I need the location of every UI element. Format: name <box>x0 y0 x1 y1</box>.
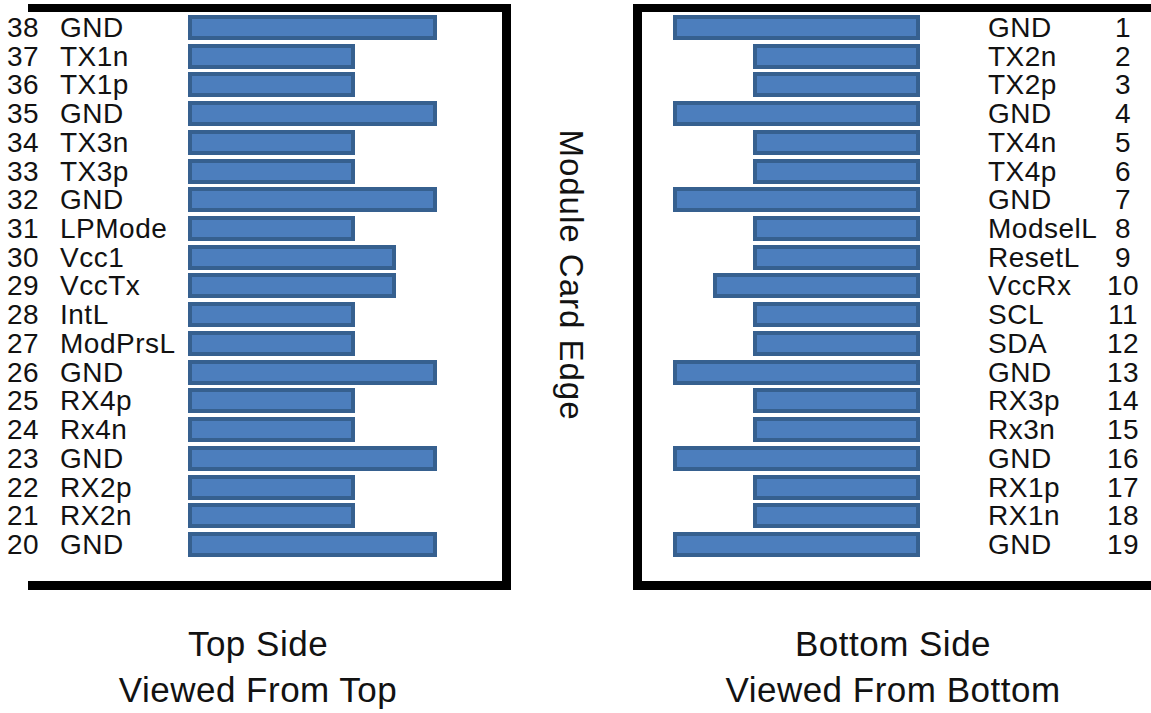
pin-contact-bar <box>753 130 920 155</box>
pin-contact-bar <box>673 360 920 385</box>
pin-contact-bar <box>753 159 920 184</box>
pin-contact-bar <box>753 417 920 442</box>
pin-number: 4 <box>1100 101 1146 126</box>
pin-label: TX2p <box>988 72 1057 97</box>
pin-label: GND <box>988 187 1052 212</box>
pin-label: TX4n <box>988 130 1057 155</box>
pin-contact-bar <box>713 273 920 298</box>
pin-contact-bar <box>753 302 920 327</box>
pin-label: Rx3n <box>988 417 1055 442</box>
module-card-edge-label: Module Card Edge <box>552 129 590 420</box>
pin-number: 16 <box>1100 446 1146 471</box>
pin-label: SDA <box>988 331 1047 356</box>
pin-label: GND <box>988 446 1052 471</box>
pin-label: RX3p <box>988 388 1060 413</box>
pin-row: RX1n 18 <box>0 503 1151 528</box>
pin-number: 1 <box>1100 15 1146 40</box>
top-side-caption-line2: Viewed From Top <box>119 667 398 713</box>
pin-row: TX2n 2 <box>0 44 1151 69</box>
pin-number: 2 <box>1100 44 1146 69</box>
pin-label: GND <box>988 360 1052 385</box>
top-side-caption-line1: Top Side <box>119 621 398 667</box>
pin-label: GND <box>988 15 1052 40</box>
pin-number: 13 <box>1100 360 1146 385</box>
pin-row: RX1p 17 <box>0 475 1151 500</box>
pin-contact-bar <box>673 187 920 212</box>
pin-label: RX1p <box>988 475 1060 500</box>
top-side-caption: Top Side Viewed From Top <box>119 621 398 713</box>
pin-label: TX4p <box>988 159 1057 184</box>
pin-contact-bar <box>753 475 920 500</box>
qsfp-pinout-diagram: 38 GND 37 TX1n 36 TX1p 35 GND 34 TX3n 33… <box>0 0 1151 713</box>
pin-contact-bar <box>753 331 920 356</box>
pin-number: 3 <box>1100 72 1146 97</box>
pin-label: TX2n <box>988 44 1057 69</box>
pin-row: TX2p 3 <box>0 72 1151 97</box>
pin-contact-bar <box>673 101 920 126</box>
pin-number: 15 <box>1100 417 1146 442</box>
pin-number: 6 <box>1100 159 1146 184</box>
pin-contact-bar <box>673 532 920 557</box>
pin-contact-bar <box>753 245 920 270</box>
pin-number: 5 <box>1100 130 1146 155</box>
pin-label: ResetL <box>988 245 1080 270</box>
bottom-side-caption-line1: Bottom Side <box>725 621 1060 667</box>
pin-row: GND 19 <box>0 532 1151 557</box>
pin-number: 18 <box>1100 503 1146 528</box>
pin-number: 14 <box>1100 388 1146 413</box>
pin-number: 17 <box>1100 475 1146 500</box>
pin-label: VccRx <box>988 273 1071 298</box>
pin-row: Rx3n 15 <box>0 417 1151 442</box>
pin-number: 9 <box>1100 245 1146 270</box>
pin-label: RX1n <box>988 503 1060 528</box>
pin-contact-bar <box>753 388 920 413</box>
pin-contact-bar <box>753 72 920 97</box>
pin-row: GND 4 <box>0 101 1151 126</box>
pin-number: 8 <box>1100 216 1146 241</box>
pin-number: 10 <box>1100 273 1146 298</box>
bottom-side-caption: Bottom Side Viewed From Bottom <box>725 621 1060 713</box>
pin-row: GND 16 <box>0 446 1151 471</box>
pin-number: 19 <box>1100 532 1146 557</box>
pin-contact-bar <box>753 216 920 241</box>
pin-number: 11 <box>1100 302 1146 327</box>
pin-row: GND 1 <box>0 15 1151 40</box>
pin-label: ModselL <box>988 216 1097 241</box>
pin-contact-bar <box>753 503 920 528</box>
bottom-side-caption-line2: Viewed From Bottom <box>725 667 1060 713</box>
pin-contact-bar <box>753 44 920 69</box>
pin-number: 12 <box>1100 331 1146 356</box>
pin-number: 7 <box>1100 187 1146 212</box>
pin-contact-bar <box>673 446 920 471</box>
pin-contact-bar <box>673 15 920 40</box>
pin-label: GND <box>988 532 1052 557</box>
pin-label: SCL <box>988 302 1044 327</box>
pin-label: GND <box>988 101 1052 126</box>
